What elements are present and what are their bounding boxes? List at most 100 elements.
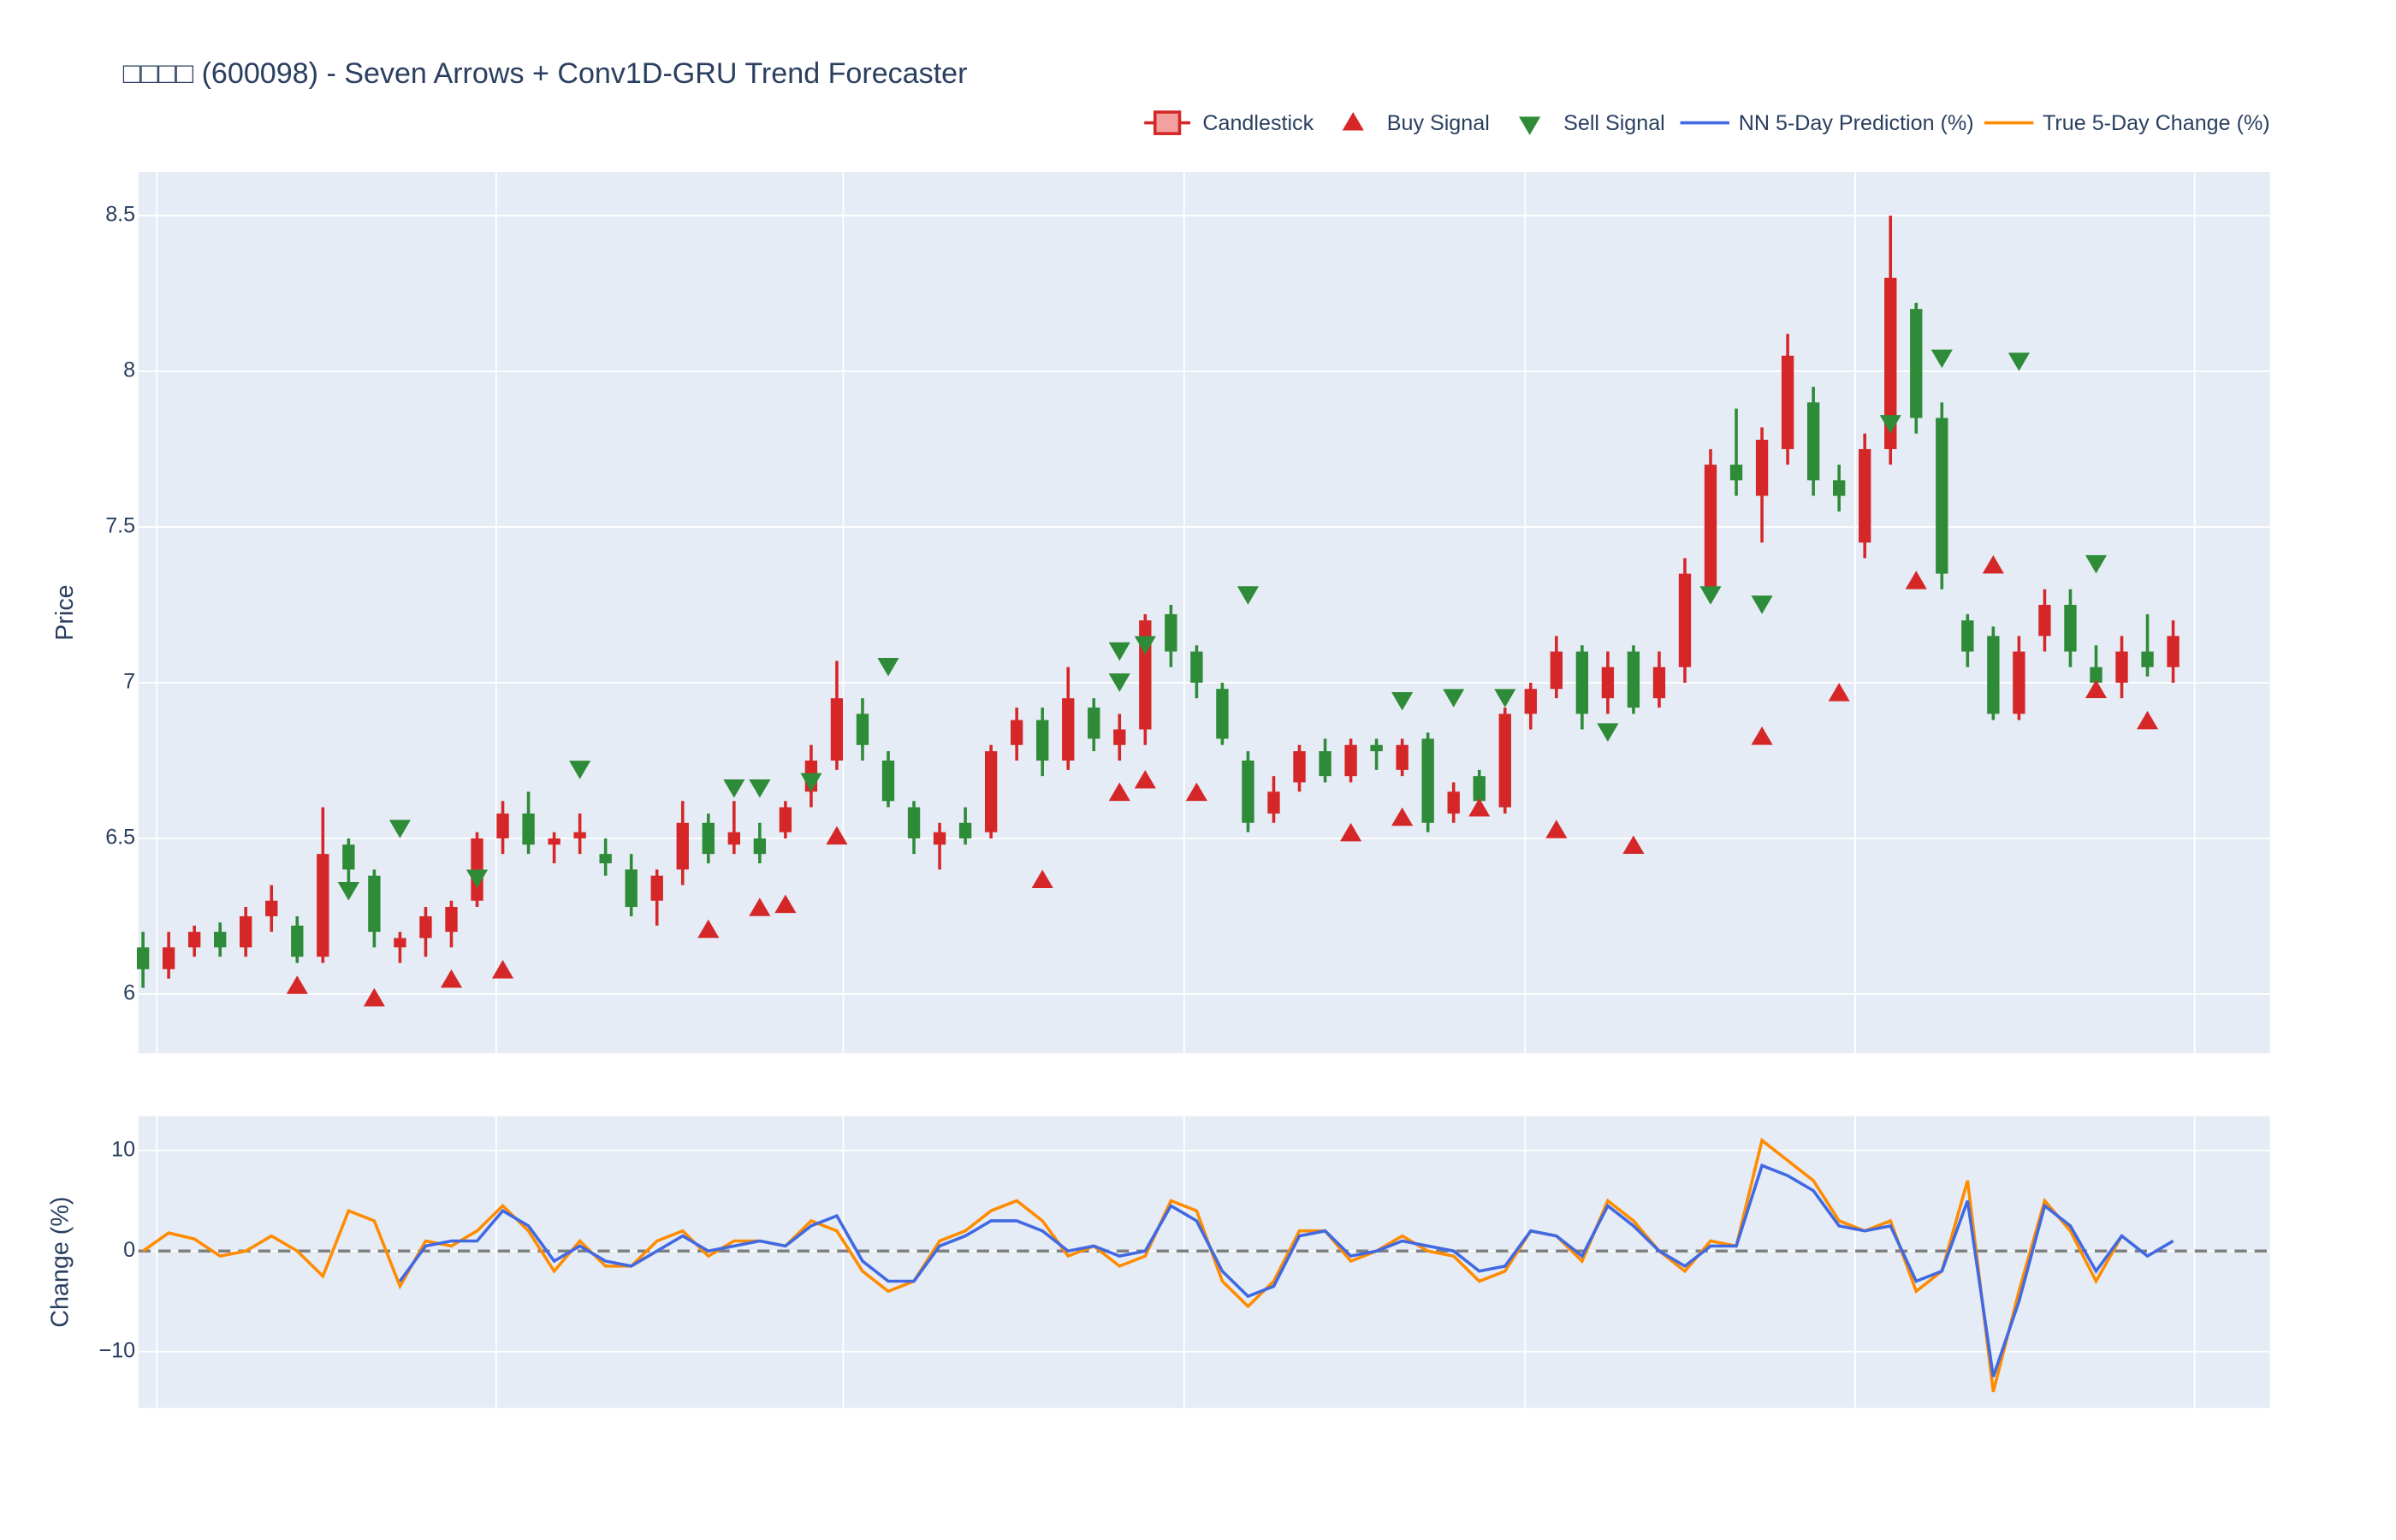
y-tick-label: 0 (123, 1238, 135, 1262)
candle-body (2167, 636, 2180, 667)
candle-body (1113, 729, 1126, 745)
sell-signal (2085, 554, 2108, 574)
legend-icon (1153, 110, 1182, 135)
candle-body (2115, 651, 2128, 683)
buy-signal (286, 975, 308, 994)
series-line (142, 1137, 2124, 1393)
candle-body (625, 869, 638, 908)
sell-signal (749, 779, 771, 798)
candle-body (1987, 636, 2000, 714)
buy-signal (2136, 710, 2159, 730)
buy-signal (1982, 554, 2004, 574)
buy-signal (1031, 869, 1053, 889)
candle-body (676, 822, 689, 870)
legend-label: Sell Signal (1563, 111, 1665, 135)
legend-label: Candlestick (1202, 111, 1314, 135)
legend-label: Buy Signal (1387, 111, 1490, 135)
y-tick-label: 6.5 (105, 826, 135, 850)
series-line (398, 1163, 2174, 1377)
candle-body (1936, 418, 1948, 574)
legend-icon (1519, 116, 1541, 135)
legend: Candlestick Buy Signal Sell Signal NN 5-… (1144, 110, 2270, 135)
candle-body (1550, 651, 1563, 690)
y-tick-label: 7 (123, 670, 135, 694)
sell-signal (1597, 723, 1619, 742)
sell-signal (1879, 415, 1901, 434)
sell-signal (1134, 636, 1156, 655)
buy-signal (1545, 820, 1568, 838)
candle-body (2064, 604, 2077, 652)
buy-signal (363, 987, 385, 1007)
candle-body (599, 854, 612, 864)
candle-body (136, 947, 150, 969)
candle-body (881, 760, 895, 802)
candle-body (1421, 738, 1434, 823)
candle-body (1165, 613, 1177, 652)
buy-signal (1391, 807, 1414, 826)
candle-body (1601, 666, 1615, 699)
candle-body (573, 832, 586, 838)
legend-label: NN 5-Day Prediction (%) (1739, 111, 1974, 135)
y-tick-label: 8 (123, 358, 135, 382)
y-tick-label: −10 (99, 1338, 136, 1362)
legend-label: True 5-Day Change (%) (2043, 111, 2270, 135)
sell-signal (1108, 642, 1130, 661)
candle-body (1010, 720, 1023, 745)
buy-signal (1828, 683, 1850, 702)
candle-body (1319, 751, 1331, 777)
candle-body (1678, 573, 1692, 667)
candle-body (1524, 689, 1537, 714)
candle-body (1755, 440, 1769, 496)
candle-body (1884, 277, 1897, 449)
sell-signal (1494, 689, 1516, 708)
buy-signal (1905, 571, 1927, 589)
buy-signal (1468, 797, 1491, 817)
sell-signal (337, 882, 359, 901)
buy-signal (1185, 782, 1207, 802)
candle-body (1859, 448, 1871, 543)
candle-body (856, 714, 869, 745)
candle-body (1190, 651, 1203, 683)
candle-body (162, 947, 175, 969)
y-tick-label: 6 (123, 981, 135, 1005)
candle-body (727, 832, 740, 845)
sell-signal (388, 820, 411, 838)
candle-body (1036, 720, 1049, 761)
candle-body (1242, 760, 1254, 823)
candle-body (907, 807, 921, 838)
candle-body (394, 938, 406, 948)
buy-signal (826, 826, 848, 845)
candle-body (214, 932, 227, 948)
y-tick-label: 7.5 (105, 514, 135, 538)
sell-signal (569, 761, 591, 779)
sell-signal (1751, 595, 1773, 614)
candle-body (1832, 480, 1846, 496)
buy-signal (1108, 782, 1130, 802)
sell-signal (877, 657, 899, 677)
buy-signal (440, 968, 463, 988)
candle-body (830, 698, 844, 761)
candle-body (548, 838, 560, 845)
buy-signal (1751, 726, 1773, 745)
candle-body (2141, 651, 2154, 667)
candle-body (522, 813, 535, 845)
candle-body (1961, 620, 1974, 652)
candle-body (753, 838, 767, 855)
candle-body (933, 832, 946, 845)
candle-body (1216, 689, 1229, 739)
candle-body (1652, 666, 1666, 699)
candle-body (1267, 791, 1280, 814)
candle-body (368, 875, 381, 933)
candle-body (1729, 465, 1743, 481)
y-tick-label: 10 (111, 1137, 135, 1161)
candle-body (291, 925, 304, 957)
change-plot-bg (138, 1116, 2270, 1408)
vertical-grid (156, 171, 2196, 1408)
candle-body (1781, 355, 1794, 449)
buy-signal (491, 960, 514, 979)
sell-signal (1699, 586, 1722, 605)
candle-body (317, 854, 329, 957)
sell-signal (2008, 352, 2030, 371)
candle-body (445, 907, 458, 933)
